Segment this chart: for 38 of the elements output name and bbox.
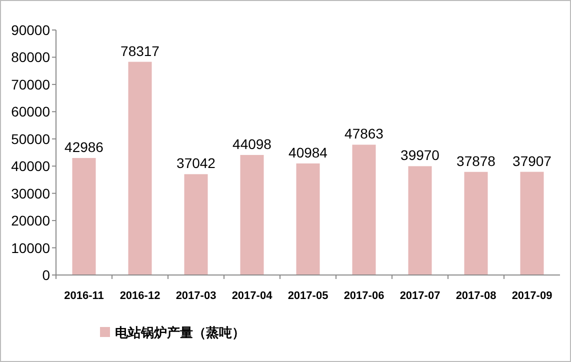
x-tick-label: 2016-12 xyxy=(120,290,160,302)
bar xyxy=(296,163,320,275)
data-label: 37042 xyxy=(176,155,216,172)
x-tick-label: 2017-05 xyxy=(288,290,328,302)
data-label: 44098 xyxy=(232,136,272,152)
y-tick-label: 0 xyxy=(42,267,50,283)
bar xyxy=(464,172,488,275)
y-tick-label: 10000 xyxy=(11,240,50,256)
y-tick-label: 80000 xyxy=(11,49,50,66)
data-label: 37907 xyxy=(512,152,552,169)
y-tick-label: 70000 xyxy=(11,76,50,92)
bar xyxy=(240,154,264,275)
data-label: 39970 xyxy=(400,147,440,164)
x-tick-label: 2017-07 xyxy=(400,290,440,302)
bar xyxy=(72,158,96,275)
x-tick-label: 2017-03 xyxy=(176,290,216,302)
data-label: 42986 xyxy=(64,138,104,155)
bar xyxy=(128,62,152,275)
legend-label: 电站锅炉产量（蒸吨） xyxy=(115,325,245,340)
y-tick-label: 60000 xyxy=(11,104,50,120)
x-tick-label: 2017-04 xyxy=(232,290,274,302)
bar xyxy=(184,174,208,275)
data-label: 47863 xyxy=(344,126,384,142)
x-tick-label: 2017-06 xyxy=(344,290,384,302)
data-label: 37878 xyxy=(456,152,496,169)
x-tick-label: 2017-08 xyxy=(456,290,496,302)
y-tick-label: 50000 xyxy=(11,130,50,147)
data-label: 78317 xyxy=(120,42,160,59)
y-tick-label: 90000 xyxy=(11,22,50,38)
bar xyxy=(408,166,432,275)
y-tick-label: 30000 xyxy=(11,185,50,202)
data-label: 40984 xyxy=(288,144,328,160)
bar xyxy=(520,172,544,275)
x-tick-label: 2017-09 xyxy=(512,290,552,302)
x-tick-label: 2016-11 xyxy=(64,290,104,302)
y-tick-label: 20000 xyxy=(11,212,50,229)
y-tick-label: 40000 xyxy=(11,158,50,174)
bar xyxy=(352,144,376,275)
